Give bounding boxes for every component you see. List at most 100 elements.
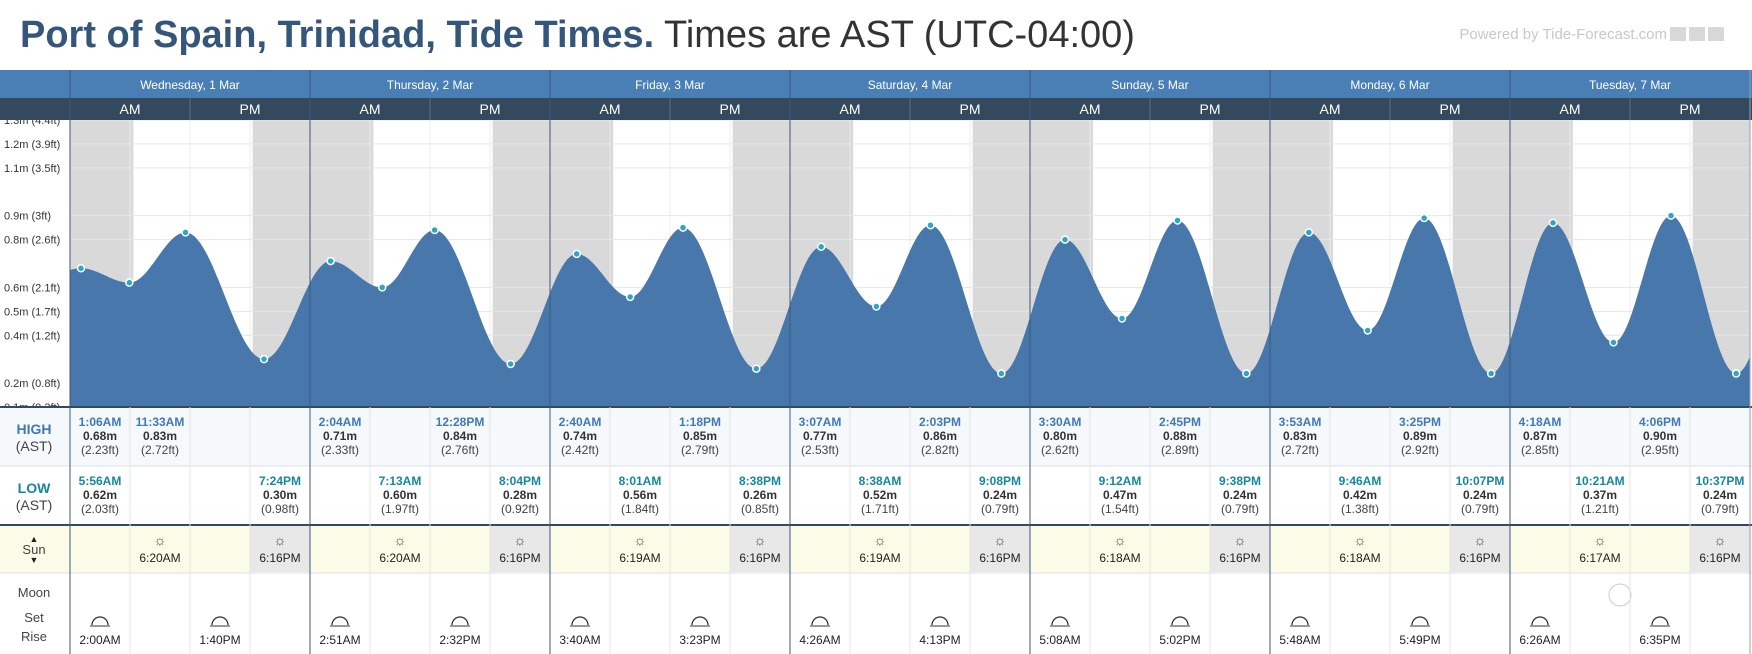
low-tide-height: 0.24m (1223, 488, 1257, 502)
y-tick-label: 0.8m (2.6ft) (4, 235, 60, 247)
moonset-icon (571, 616, 589, 626)
low-tide-time: 9:08PM (979, 474, 1021, 488)
pm-label: PM (480, 101, 501, 117)
y-tick-label: 0.5m (1.7ft) (4, 306, 60, 318)
high-tide-point (1060, 235, 1070, 244)
moonset-icon (811, 616, 829, 626)
sunset-icon: ☼ (1714, 532, 1727, 548)
low-tide-time: 5:56AM (79, 474, 122, 488)
high-row-label: HIGH (17, 421, 52, 437)
sunset-cell (1690, 526, 1750, 572)
moonset-icon (931, 616, 949, 626)
low-tide-height: 0.26m (743, 488, 777, 502)
sunrise-icon: ☼ (874, 532, 887, 548)
sunrise-time: 6:19AM (859, 551, 900, 565)
low-tide-feet: (1.21ft) (1581, 502, 1619, 516)
moonset-icon (211, 616, 229, 626)
moon-set-label: Set (24, 610, 44, 625)
am-label: AM (600, 101, 621, 117)
high-tide-point (326, 256, 335, 266)
high-tide-time: 11:33AM (136, 415, 185, 429)
sunset-time: 6:16PM (499, 551, 540, 565)
low-tide-feet: (0.79ft) (981, 502, 1019, 516)
high-tide-height: 0.90m (1643, 429, 1677, 443)
day-label: Thursday, 2 Mar (387, 78, 473, 92)
pm-label: PM (1680, 101, 1701, 117)
low-tide-feet: (1.38ft) (1341, 502, 1379, 516)
powered-by-text: Powered by Tide-Forecast.com (1459, 26, 1667, 43)
day-label: Sunday, 5 Mar (1111, 78, 1188, 92)
high-tide-height: 0.83m (143, 429, 177, 443)
calendar-icon[interactable] (1708, 27, 1724, 41)
high-tide-feet: (2.82ft) (921, 443, 959, 457)
low-tide-feet: (2.03ft) (81, 502, 119, 516)
low-tide-time: 10:21AM (1575, 474, 1624, 488)
high-tide-point (1173, 216, 1182, 225)
sunset-cell (730, 526, 790, 572)
high-tide-time: 3:07AM (799, 415, 842, 429)
sunrise-time: 6:17AM (1579, 551, 1620, 565)
high-tide-point (926, 220, 935, 230)
high-tide-feet: (2.76ft) (441, 443, 479, 457)
high-tide-feet: (2.79ft) (681, 443, 719, 457)
moonset-icon (451, 616, 469, 626)
low-row (0, 466, 1752, 525)
high-tide-point (1666, 211, 1676, 220)
high-tide-time: 3:53AM (1279, 415, 1322, 429)
am-label: AM (840, 101, 861, 117)
high-tide-feet: (2.42ft) (561, 443, 599, 457)
low-tide-time: 7:24PM (259, 474, 301, 488)
low-tide-feet: (0.79ft) (1701, 502, 1739, 516)
low-tide-point (625, 292, 635, 302)
y-tick-label: 0.9m (3ft) (4, 211, 51, 223)
low-tide-height: 0.24m (983, 488, 1017, 502)
high-tide-point (678, 223, 688, 232)
sunset-cell (1210, 526, 1270, 572)
low-tide-point (997, 369, 1006, 378)
print-icon[interactable] (1689, 27, 1705, 41)
day-label: Saturday, 4 Mar (868, 78, 952, 92)
sun-down-icon: ▼ (30, 555, 39, 565)
low-tide-point (1486, 369, 1496, 378)
y-tick-label: 0.4m (1.2ft) (4, 330, 60, 342)
low-tide-time: 10:07PM (1456, 474, 1505, 488)
low-tide-height: 0.42m (1343, 488, 1377, 502)
low-tide-feet: (1.54ft) (1101, 502, 1139, 516)
tide-area (70, 215, 1750, 407)
page-title: Port of Spain, Trinidad, Tide Times. Tim… (20, 12, 1135, 58)
low-tide-feet: (0.79ft) (1221, 502, 1259, 516)
sunset-icon: ☼ (514, 532, 527, 548)
high-tide-feet: (2.95ft) (1641, 443, 1679, 457)
low-tide-height: 0.52m (863, 488, 897, 502)
sunrise-time: 6:18AM (1099, 551, 1140, 565)
low-tide-point (752, 364, 761, 373)
high-tide-point (816, 242, 826, 252)
low-tide-time: 8:38AM (859, 474, 902, 488)
sunrise-time: 6:19AM (619, 551, 660, 565)
sunset-icon: ☼ (754, 532, 767, 548)
moon-time: 4:26AM (799, 633, 840, 647)
low-tide-time: 10:37PM (1696, 474, 1745, 488)
sunset-time: 6:16PM (259, 551, 300, 565)
low-tide-feet: (0.92ft) (501, 502, 539, 516)
moonset-icon (331, 616, 349, 626)
high-row-tz: (AST) (16, 438, 53, 454)
high-tide-time: 1:18PM (679, 415, 721, 429)
low-tide-time: 8:01AM (619, 474, 662, 488)
unit-toggle-icon[interactable] (1670, 27, 1686, 41)
high-tide-point (430, 225, 439, 235)
y-axis-area (0, 120, 70, 407)
y-tick-label: 1.2m (3.9ft) (4, 139, 60, 151)
low-tide-feet: (0.79ft) (1461, 502, 1499, 516)
high-tide-feet: (2.89ft) (1161, 443, 1199, 457)
powered-by[interactable]: Powered by Tide-Forecast.com (1459, 26, 1724, 43)
low-tide-point (506, 359, 515, 369)
moon-time: 6:35PM (1639, 633, 1680, 647)
ampm-row (0, 98, 1752, 120)
moon-time: 4:13PM (919, 633, 960, 647)
moonset-icon (1411, 616, 1429, 626)
low-tide-height: 0.56m (623, 488, 657, 502)
day-header-row (0, 70, 1752, 98)
moonset-icon (91, 616, 109, 626)
sunset-time: 6:16PM (1459, 551, 1500, 565)
